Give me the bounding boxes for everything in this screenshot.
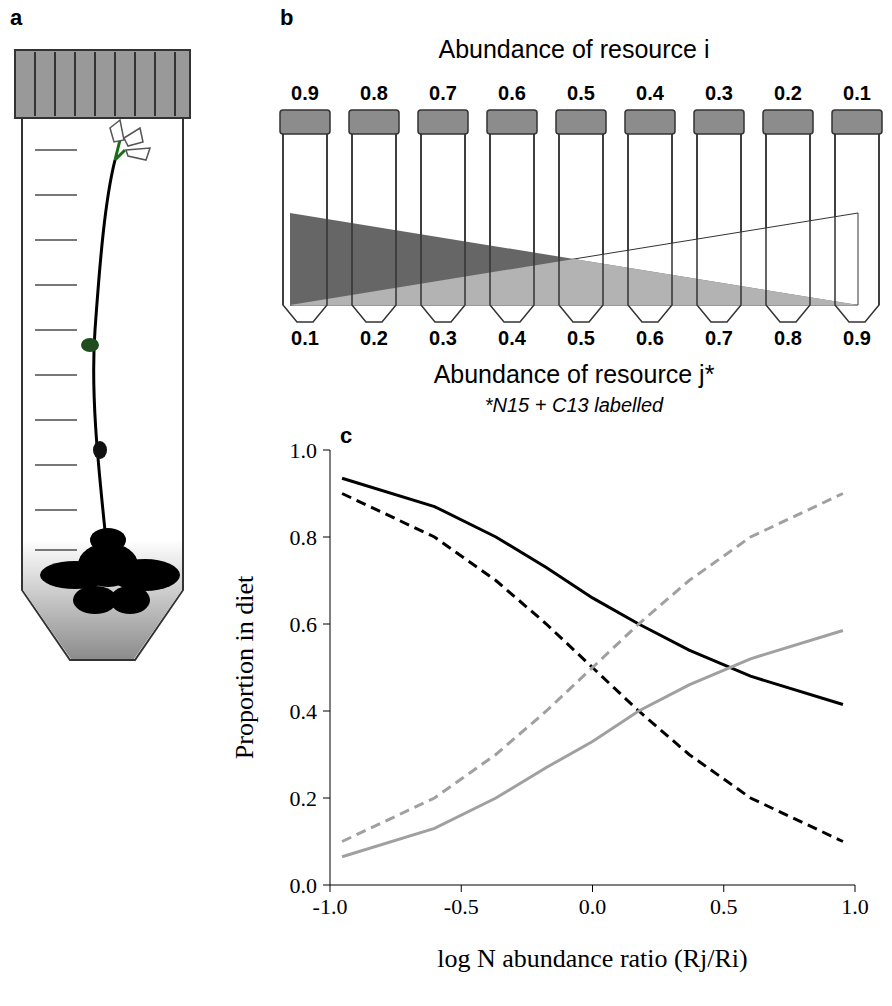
svg-text:1.0: 1.0 xyxy=(841,894,869,919)
svg-text:0.5: 0.5 xyxy=(567,327,595,349)
svg-text:0.7: 0.7 xyxy=(705,327,733,349)
svg-text:0.8: 0.8 xyxy=(774,327,802,349)
svg-text:0.8: 0.8 xyxy=(360,82,388,104)
svg-text:0.9: 0.9 xyxy=(291,82,319,104)
svg-text:Abundance of resource i: Abundance of resource i xyxy=(438,35,709,63)
svg-text:0.8: 0.8 xyxy=(290,525,318,550)
svg-text:0.2: 0.2 xyxy=(290,786,318,811)
svg-text:Proportion in diet: Proportion in diet xyxy=(230,575,259,759)
svg-text:0.5: 0.5 xyxy=(710,894,738,919)
svg-text:0.2: 0.2 xyxy=(360,327,388,349)
svg-text:0.1: 0.1 xyxy=(291,327,319,349)
svg-text:0.6: 0.6 xyxy=(290,612,318,637)
svg-text:-0.5: -0.5 xyxy=(444,894,479,919)
svg-text:0.4: 0.4 xyxy=(636,82,665,104)
html-text:c: c xyxy=(340,423,353,448)
svg-text:0.0: 0.0 xyxy=(579,894,607,919)
svg-text:log N abundance ratio (Rj/Ri): log N abundance ratio (Rj/Ri) xyxy=(437,944,747,973)
svg-text:0.1: 0.1 xyxy=(843,82,871,104)
svg-text:0.0: 0.0 xyxy=(290,873,318,898)
svg-text:0.3: 0.3 xyxy=(705,82,733,104)
svg-text:-1.0: -1.0 xyxy=(313,894,348,919)
svg-text:0.4: 0.4 xyxy=(290,699,318,724)
svg-text:1.0: 1.0 xyxy=(290,438,318,463)
svg-text:0.3: 0.3 xyxy=(429,327,457,349)
html-text:b: b xyxy=(280,5,294,30)
svg-text:0.4: 0.4 xyxy=(498,327,527,349)
html-text:a: a xyxy=(10,5,23,30)
svg-text:Abundance of resource j*: Abundance of resource j* xyxy=(434,360,715,388)
svg-text:0.6: 0.6 xyxy=(498,82,526,104)
svg-text:0.9: 0.9 xyxy=(843,327,871,349)
svg-text:*N15 + C13 labelled: *N15 + C13 labelled xyxy=(485,394,664,416)
svg-text:0.6: 0.6 xyxy=(636,327,664,349)
svg-text:0.7: 0.7 xyxy=(429,82,457,104)
svg-text:0.2: 0.2 xyxy=(774,82,802,104)
svg-text:0.5: 0.5 xyxy=(567,82,595,104)
